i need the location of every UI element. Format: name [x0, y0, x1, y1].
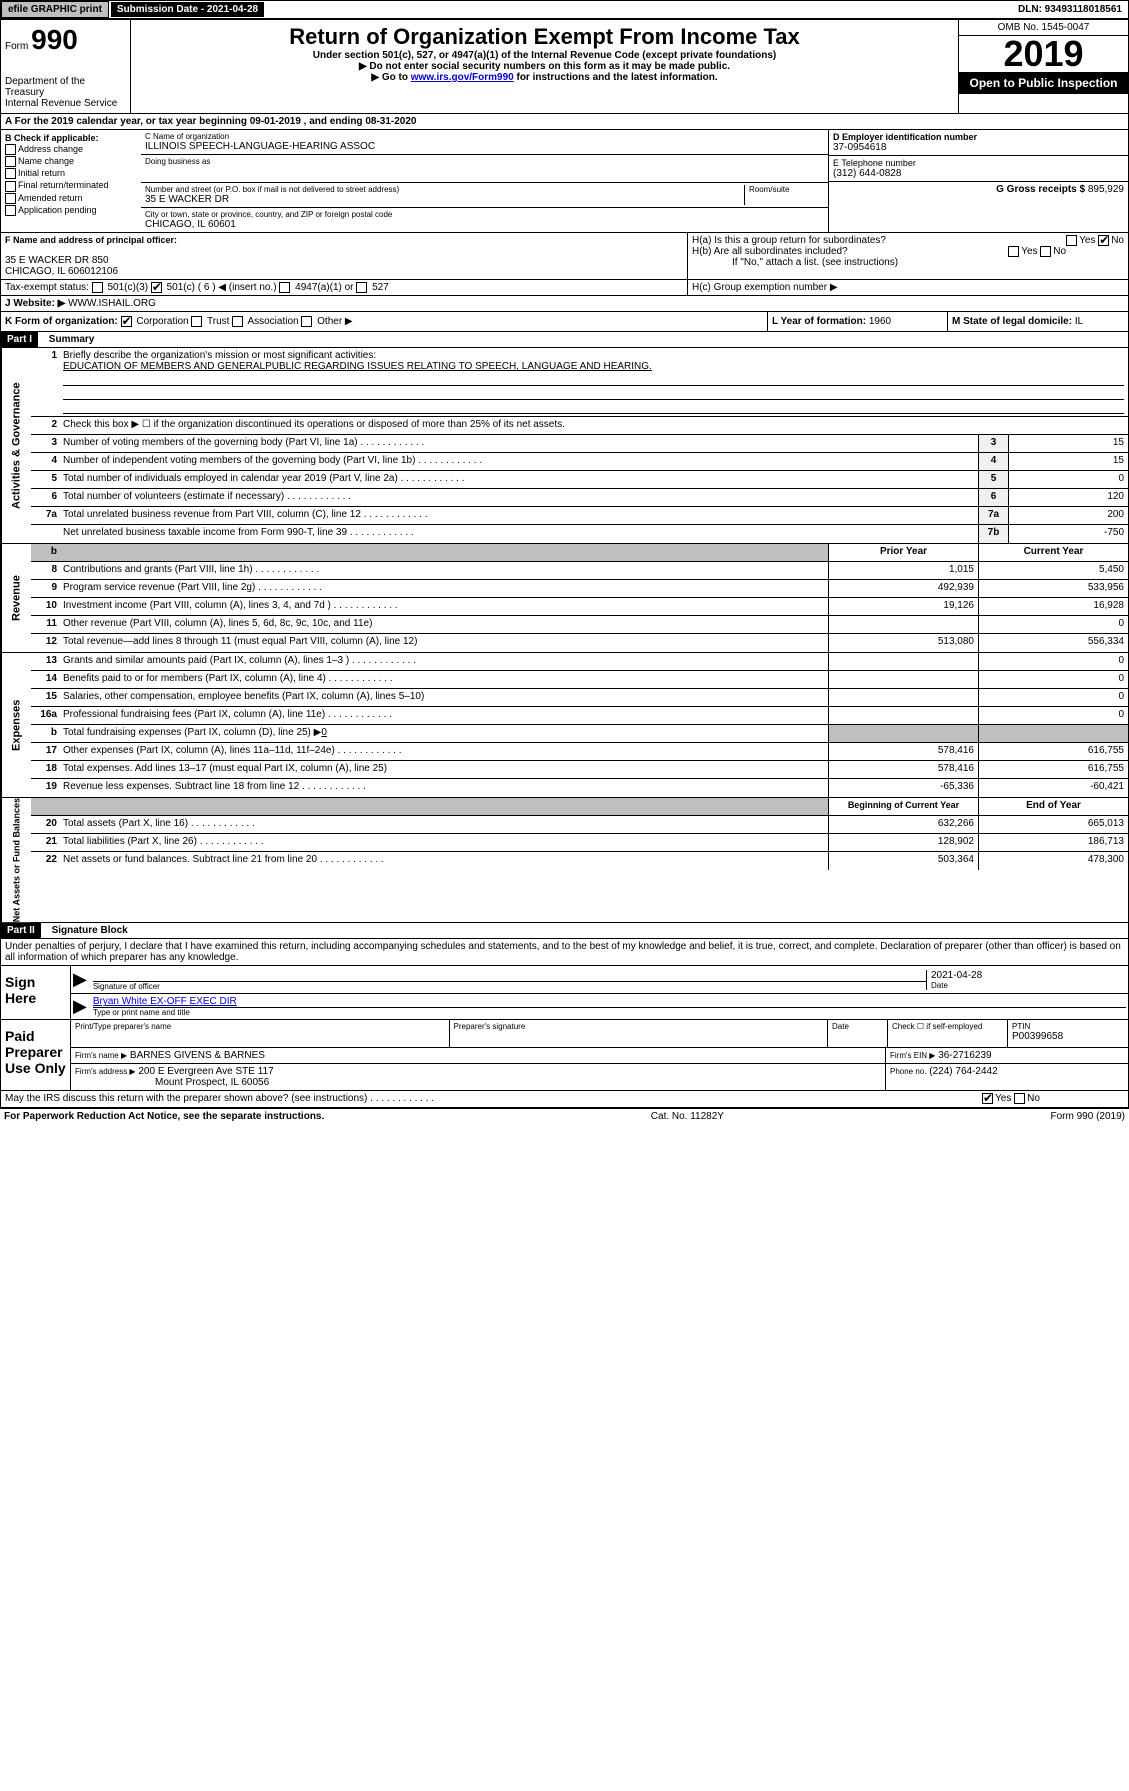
officer-link[interactable]: Bryan White EX-OFF EXEC DIR: [93, 996, 237, 1007]
arrow-icon: ▶: [73, 996, 87, 1017]
discuss-row: May the IRS discuss this return with the…: [0, 1091, 1129, 1107]
revenue-section: Revenue bPrior YearCurrent Year 8Contrib…: [0, 544, 1129, 653]
footer: For Paperwork Reduction Act Notice, see …: [0, 1108, 1129, 1124]
instructions-link[interactable]: www.irs.gov/Form990: [411, 72, 514, 83]
expenses-section: Expenses 13Grants and similar amounts pa…: [0, 653, 1129, 798]
website: WWW.ISHAIL.ORG: [68, 298, 156, 309]
sub2: ▶ Do not enter social security numbers o…: [135, 61, 954, 72]
dept: Department of the Treasury: [5, 76, 126, 98]
mission: EDUCATION OF MEMBERS AND GENERALPUBLIC R…: [63, 361, 652, 372]
netassets-section: Net Assets or Fund Balances Beginning of…: [0, 798, 1129, 923]
declaration: Under penalties of perjury, I declare th…: [0, 939, 1129, 966]
form-number: 990: [31, 24, 78, 55]
street: 35 E WACKER DR: [145, 194, 744, 205]
tax-year-line: A For the 2019 calendar year, or tax yea…: [0, 114, 1129, 130]
city: CHICAGO, IL 60601: [145, 219, 824, 230]
sub3: ▶ Go to www.irs.gov/Form990 for instruct…: [135, 72, 954, 83]
form-header: Form 990 Department of the Treasury Inte…: [0, 19, 1129, 114]
dln: DLN: 93493118018561: [1012, 2, 1128, 17]
part2-header: Part II Signature Block: [0, 923, 1129, 939]
governance-section: Activities & Governance 1 Briefly descri…: [0, 348, 1129, 544]
org-form-row: K Form of organization: Corporation Trus…: [0, 312, 1129, 332]
ein: 37-0954618: [833, 142, 1124, 153]
sign-here: Sign Here ▶ Signature of officer 2021-04…: [0, 966, 1129, 1020]
tax-status-row: Tax-exempt status: 501(c)(3) 501(c) ( 6 …: [0, 280, 1129, 296]
efile-btn[interactable]: efile GRAPHIC print: [1, 1, 109, 18]
box-b: B Check if applicable: Address change Na…: [1, 130, 141, 232]
form-title: Return of Organization Exempt From Incom…: [135, 24, 954, 50]
right-info: D Employer identification number 37-0954…: [828, 130, 1128, 232]
box-c: C Name of organization ILLINOIS SPEECH-L…: [141, 130, 828, 232]
submission-date: Submission Date - 2021-04-28: [111, 2, 264, 17]
phone: (312) 644-0828: [833, 168, 1124, 179]
form-prefix: Form: [5, 41, 28, 52]
arrow-icon: ▶: [73, 969, 87, 990]
open-public: Open to Public Inspection: [959, 72, 1128, 94]
org-name: ILLINOIS SPEECH-LANGUAGE-HEARING ASSOC: [145, 141, 824, 152]
gross-receipts: 895,929: [1088, 184, 1124, 195]
paid-preparer: Paid Preparer Use Only Print/Type prepar…: [0, 1020, 1129, 1091]
tax-year: 2019: [959, 36, 1128, 72]
officer-group-row: F Name and address of principal officer:…: [0, 233, 1129, 280]
entity-block: B Check if applicable: Address change Na…: [0, 130, 1129, 233]
website-row: J Website: ▶ WWW.ISHAIL.ORG: [0, 296, 1129, 312]
sub1: Under section 501(c), 527, or 4947(a)(1)…: [135, 50, 954, 61]
part1-header: Part I Summary: [0, 332, 1129, 348]
irs: Internal Revenue Service: [5, 98, 126, 109]
top-bar: efile GRAPHIC print Submission Date - 20…: [0, 0, 1129, 19]
